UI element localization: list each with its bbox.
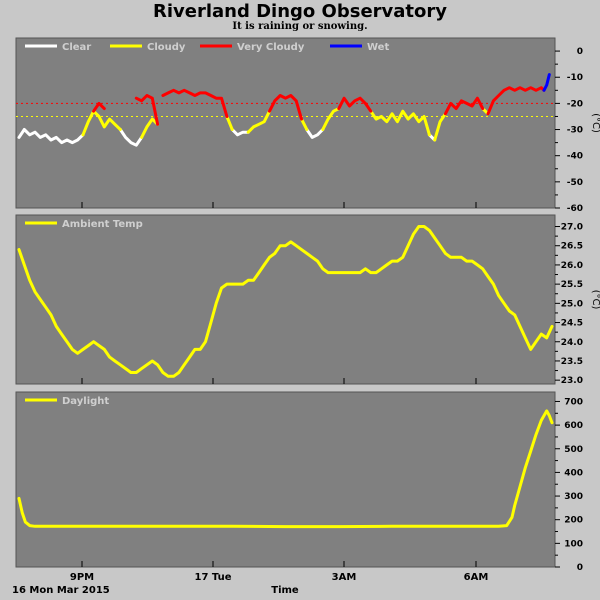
y-tick-label: -10 bbox=[567, 73, 583, 83]
legend-label: Ambient Temp bbox=[62, 219, 143, 230]
legend-label: Very Cloudy bbox=[237, 42, 305, 53]
chart-title: Riverland Dingo Observatory bbox=[152, 1, 448, 22]
series-line-clear bbox=[305, 128, 325, 139]
series-line-very-cloudy bbox=[92, 101, 106, 113]
series-line-ambient-temp bbox=[17, 225, 554, 378]
y-tick-label: 200 bbox=[564, 516, 583, 526]
series-line-clear bbox=[17, 128, 85, 145]
series-line-clear bbox=[118, 128, 144, 147]
y-tick-label: 400 bbox=[564, 468, 583, 478]
y-tick-label: 700 bbox=[564, 397, 583, 407]
series-line-very-cloudy bbox=[443, 96, 485, 116]
legend-label: Daylight bbox=[62, 396, 109, 407]
series-line-cloudy bbox=[321, 107, 341, 131]
legend-label: Cloudy bbox=[147, 42, 186, 53]
chart-subtitle: It is raining or snowing. bbox=[232, 21, 368, 32]
legend-label: Wet bbox=[367, 42, 389, 53]
series-line-very-cloudy bbox=[161, 88, 229, 118]
y-tick-label: 23.0 bbox=[561, 376, 583, 386]
plot-area bbox=[15, 391, 556, 568]
axis-unit-label: (°C) bbox=[590, 113, 600, 133]
y-tick-label: 25.5 bbox=[561, 280, 583, 290]
series-line-very-cloudy bbox=[134, 94, 160, 126]
series-line-clear bbox=[230, 128, 250, 137]
x-date-label: 16 Mon Mar 2015 bbox=[12, 585, 110, 596]
y-tick-label: 24.5 bbox=[561, 319, 583, 329]
y-tick-label: 25.0 bbox=[561, 299, 583, 309]
y-tick-label: 26.5 bbox=[561, 242, 583, 252]
series-line-wet bbox=[542, 73, 551, 92]
panel-daylight: 700 600 500 400 300 200 100 0 Daylight bbox=[15, 391, 583, 573]
series-line-cloudy bbox=[225, 115, 234, 131]
x-tick-label: 17 Tue bbox=[194, 572, 231, 583]
series-line-cloudy bbox=[369, 109, 431, 137]
y-tick-label: 23.5 bbox=[561, 357, 583, 367]
series-line-cloudy bbox=[300, 117, 309, 131]
y-tick-label: -40 bbox=[567, 152, 583, 162]
x-tick-label: 9PM bbox=[70, 572, 94, 583]
x-axis-title: Time bbox=[271, 585, 299, 596]
series-line-cloudy bbox=[246, 109, 271, 134]
series-line-cloudy bbox=[433, 112, 447, 142]
legend-label: Clear bbox=[62, 42, 91, 53]
axis-unit-label: (°C) bbox=[590, 290, 600, 310]
series-line-daylight bbox=[17, 409, 554, 529]
y-tick-label: 500 bbox=[564, 445, 583, 455]
series-line-very-cloudy bbox=[337, 96, 373, 113]
series-line-very-cloudy bbox=[268, 94, 303, 121]
panel-temperature: 27.0 26.5 26.0 25.5 25.0 24.5 24.0 23.5 23.0 (°C)… bbox=[15, 214, 600, 386]
plot-area bbox=[15, 37, 556, 209]
y-tick-label: 26.0 bbox=[561, 261, 583, 271]
y-tick-label: 24.0 bbox=[561, 338, 583, 348]
y-tick-label: -50 bbox=[567, 178, 583, 188]
plot-area bbox=[15, 214, 556, 385]
y-tick-label: 0 bbox=[577, 563, 583, 573]
y-tick-label: 300 bbox=[564, 492, 583, 502]
series-line-cloudy bbox=[140, 117, 160, 139]
x-tick-label: 6AM bbox=[464, 572, 489, 583]
y-tick-label: 0 bbox=[577, 47, 583, 57]
y-tick-label: 600 bbox=[564, 421, 583, 431]
y-tick-label: -60 bbox=[567, 204, 583, 214]
y-tick-label: 27.0 bbox=[561, 223, 583, 233]
panel-cloud: 0 -10 -20 -30 -40 -50 -60 (°C) Clear Cloudy Very C… bbox=[15, 37, 600, 214]
y-tick-label: -20 bbox=[567, 99, 583, 109]
series-line-very-cloudy bbox=[486, 86, 546, 116]
x-tick-label: 3AM bbox=[332, 572, 357, 583]
series-line-cloudy bbox=[81, 109, 122, 137]
y-tick-label: -30 bbox=[567, 126, 583, 136]
y-tick-label: 100 bbox=[564, 539, 583, 549]
